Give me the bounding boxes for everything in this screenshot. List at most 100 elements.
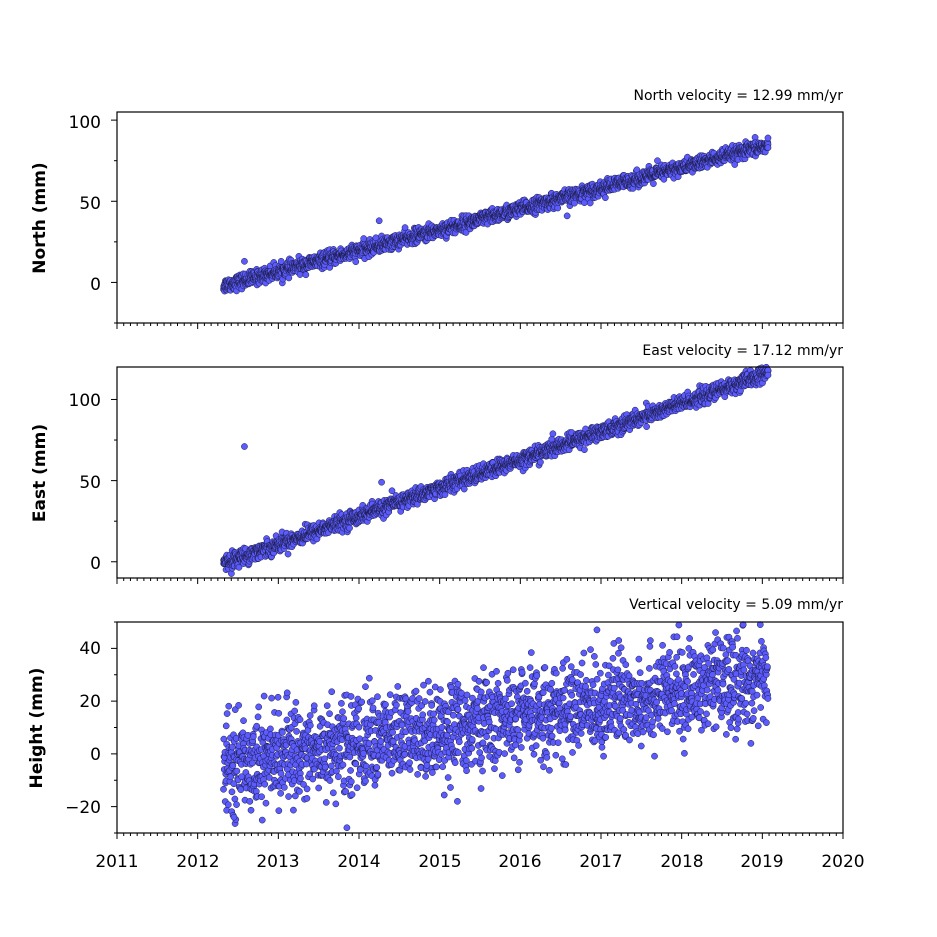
height-data-point [322, 799, 330, 806]
east-data-point [643, 423, 650, 430]
east-panel: East velocity = 17.12 mm/yr East (mm) 0 … [30, 343, 844, 584]
east-data-point [284, 550, 292, 558]
north-outlier-point [654, 157, 661, 165]
north-points [220, 134, 772, 295]
height-data-point [246, 798, 254, 805]
north-panel: North velocity = 12.99 mm/yr North (mm) … [30, 88, 844, 329]
height-data-point [303, 795, 311, 802]
east-outlier-point [764, 371, 772, 379]
north-outlier-point [241, 257, 248, 265]
height-data-point [224, 801, 232, 809]
height-data-point [262, 799, 270, 807]
east-ytick-label-100: 100 [69, 391, 101, 411]
east-ytick-label-0: 0 [90, 554, 101, 574]
height-data-point [275, 709, 283, 717]
north-ytick-label-50: 50 [79, 194, 101, 214]
height-data-point [228, 743, 236, 751]
height-data-point [220, 785, 227, 793]
height-data-point [296, 788, 303, 795]
north-ytick-label-100: 100 [69, 113, 101, 133]
north-data-point [302, 271, 310, 279]
height-data-point [233, 767, 241, 775]
height-data-point [292, 699, 300, 706]
height-points [220, 621, 772, 832]
north-data-point [650, 180, 657, 187]
north-ytick-label-0: 0 [90, 275, 101, 295]
height-data-point [323, 702, 331, 710]
height-data-point [297, 775, 304, 782]
height-y-axis-label: Height (mm) [27, 668, 47, 789]
height-data-point [316, 738, 324, 745]
height-data-point [240, 717, 247, 725]
east-data-point [460, 485, 468, 493]
north-data-point [285, 274, 293, 282]
height-data-point [328, 762, 335, 770]
east-data-point [549, 430, 557, 438]
height-data-point [268, 694, 275, 702]
height-data-point [222, 722, 230, 730]
east-outlier-point [241, 443, 248, 450]
north-y-axis-label: North (mm) [30, 162, 50, 273]
height-data-point [328, 688, 336, 696]
height-data-point [249, 733, 257, 740]
east-data-point [346, 524, 353, 532]
height-data-point [315, 784, 322, 792]
height-data-point [309, 775, 317, 783]
north-data-point [401, 224, 409, 231]
height-data-point [254, 713, 262, 721]
north-outlier-point [764, 144, 772, 152]
height-data-point [228, 788, 236, 796]
height-data-point [229, 762, 237, 770]
north-outlier-point [563, 212, 571, 220]
height-data-point [280, 784, 288, 791]
height-data-point [283, 689, 291, 697]
height-data-point [321, 763, 329, 771]
height-data-point [275, 807, 283, 815]
height-data-point [321, 755, 328, 763]
east-data-point [581, 446, 588, 454]
height-data-point [306, 712, 314, 719]
east-outlier-point [378, 478, 385, 486]
height-data-point [274, 693, 282, 701]
north-data-point [360, 235, 368, 242]
height-data-point [303, 785, 311, 793]
height-data-point [255, 703, 263, 711]
east-y-axis-label: East (mm) [30, 424, 50, 522]
north-data-point [352, 258, 360, 266]
height-data-point [258, 816, 266, 824]
east-panel-title: East velocity = 17.12 mm/yr [642, 343, 843, 359]
height-data-point [310, 702, 318, 710]
north-outlier-point [764, 134, 772, 142]
height-data-point [225, 702, 233, 710]
height-data-point [326, 710, 333, 718]
height-data-point [261, 780, 269, 788]
height-data-point [260, 692, 268, 700]
height-data-point [290, 806, 297, 814]
height-data-point [277, 789, 284, 797]
north-outlier-point [375, 217, 383, 225]
north-data-point [602, 194, 609, 202]
east-points [220, 363, 772, 577]
height-data-point [231, 795, 239, 803]
height-data-point [291, 707, 299, 715]
height-data-point [233, 801, 240, 808]
height-data-point [306, 722, 314, 729]
height-data-point [285, 793, 292, 800]
height-data-point [277, 770, 285, 777]
height-data-point [279, 729, 286, 736]
height-data-point [267, 725, 274, 733]
north-panel-title: North velocity = 12.99 mm/yr [633, 88, 843, 104]
east-data-point [537, 458, 544, 466]
height-data-point [329, 789, 337, 797]
height-panel: Vertical velocity = 5.09 mm/yr Height (m… [27, 597, 865, 872]
east-ticks [111, 398, 844, 584]
east-ytick-label-50: 50 [79, 473, 101, 493]
height-data-point [235, 701, 242, 709]
height-data-point [237, 786, 245, 794]
height-data-point [223, 710, 231, 717]
height-data-point [258, 793, 265, 801]
height-data-point [247, 806, 255, 814]
height-data-point [326, 777, 334, 784]
height-data-point [293, 728, 300, 735]
